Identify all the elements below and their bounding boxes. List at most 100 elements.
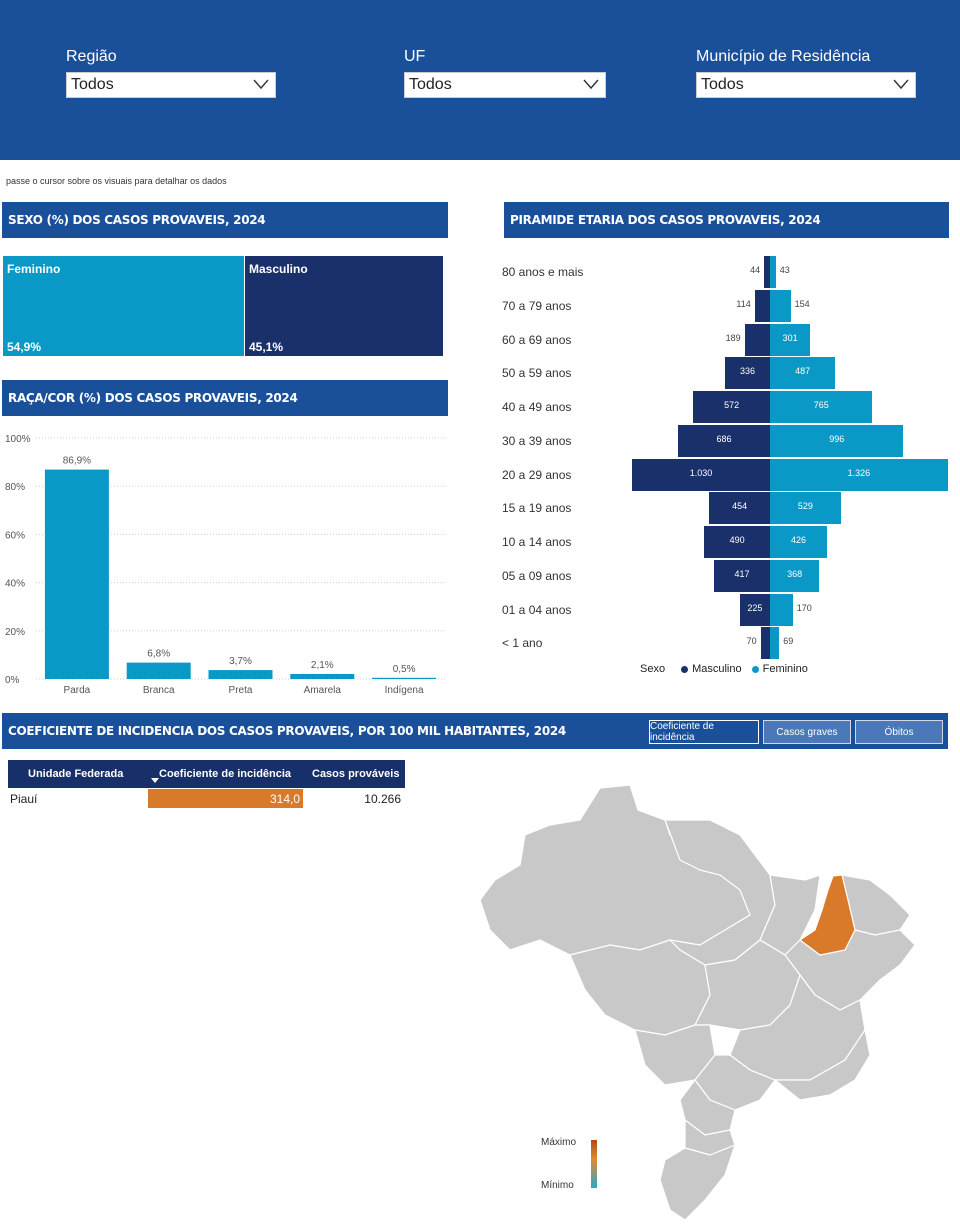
tab-casos-graves[interactable]: Casos graves [763, 720, 851, 744]
bar-masculino[interactable] [760, 627, 770, 660]
bar-value-label: 6,8% [147, 649, 170, 660]
bar-preta[interactable] [208, 670, 273, 679]
x-tick-label: Preta [229, 685, 253, 696]
col-uf[interactable]: Unidade Federada [28, 768, 124, 780]
uf-dropdown[interactable]: Todos [404, 72, 606, 98]
bar-feminino[interactable] [770, 559, 820, 592]
age-label: 40 a 49 anos [502, 400, 572, 414]
legend-masculino[interactable]: Masculino [692, 663, 742, 675]
age-label: 60 a 69 anos [502, 332, 572, 347]
bar-feminino[interactable] [770, 357, 836, 390]
brazil-map[interactable] [470, 780, 930, 1225]
age-label: 70 a 79 anos [502, 298, 572, 313]
pyramid-legend: Sexo Masculino Feminino [640, 663, 808, 675]
bar-masculino[interactable] [693, 391, 770, 423]
filter-uf: UF Todos [404, 48, 606, 98]
age-label: 30 a 39 anos [502, 433, 572, 448]
feminino-value-label: 154 [794, 298, 810, 309]
legend-max: Máximo [541, 1137, 577, 1148]
bar-parda[interactable] [44, 469, 109, 679]
bar-feminino[interactable] [770, 391, 873, 423]
tab-obitos[interactable]: Óbitos [855, 720, 943, 744]
age-label: 05 a 09 anos [502, 568, 572, 583]
bar-value-label: 2,1% [311, 660, 334, 671]
bar-masculino[interactable] [764, 256, 770, 288]
masculino-value-label: 189 [725, 332, 741, 343]
masculino-value-label: 114 [736, 298, 751, 309]
masculino-label: Masculino [249, 262, 308, 276]
municipio-dropdown[interactable]: Todos [696, 72, 916, 98]
masculino-value-label: 686 [716, 433, 732, 444]
bar-masculino[interactable] [709, 492, 770, 525]
feminino-pct: 54,9% [7, 340, 42, 354]
sort-desc-icon [151, 778, 159, 783]
feminino-dot [751, 665, 759, 673]
legend-title: Sexo [640, 663, 666, 675]
bar-masculino[interactable] [704, 526, 770, 558]
filter-regiao: Região Todos [66, 48, 276, 98]
bar-masculino[interactable] [724, 357, 770, 390]
bar-feminino[interactable] [770, 458, 948, 491]
bar-value-label: 3,7% [229, 656, 252, 667]
tab-coeficiente[interactable]: Coeficiente de incidência [649, 720, 759, 744]
feminino-value-label: 170 [796, 602, 812, 613]
bar-masculino[interactable] [739, 593, 770, 626]
bar-feminino[interactable] [770, 424, 904, 457]
feminino-value-label: 301 [782, 332, 798, 343]
bar-feminino[interactable] [770, 289, 791, 322]
bar-masculino[interactable] [744, 323, 770, 356]
legend-min: Mínimo [541, 1180, 574, 1191]
filter-municipio: Município de Residência Todos [696, 48, 916, 98]
coef-databar [148, 789, 303, 808]
feminino-value-label: 426 [791, 535, 807, 545]
chevron-down-icon [893, 79, 909, 90]
hover-hint: passe o cursor sobre os visuais para det… [6, 176, 227, 186]
age-label: 01 a 04 anos [502, 602, 572, 617]
bar-value-label: 0,5% [393, 664, 416, 675]
feminino-value-label: 69 [783, 636, 794, 647]
bar-feminino[interactable] [770, 323, 811, 356]
row-coef: 314,0 [269, 792, 300, 806]
bar-masculino[interactable] [754, 289, 770, 322]
y-tick-label: 20% [5, 627, 25, 638]
masculino-dot [681, 665, 689, 673]
regiao-dropdown[interactable]: Todos [66, 72, 276, 98]
table-header: Unidade Federada Coeficiente de incidênc… [8, 760, 405, 788]
masculino-value-label: 336 [739, 366, 755, 377]
bar-indígena[interactable] [372, 677, 437, 679]
map-state-rio-grande-sul [659, 1143, 736, 1221]
col-coef[interactable]: Coeficiente de incidência [159, 768, 292, 780]
age-label: 50 a 59 anos [502, 366, 572, 381]
masculino-value-label: 70 [746, 636, 757, 647]
treemap-masculino[interactable]: Masculino 45,1% [245, 256, 443, 356]
feminino-value-label: 368 [787, 568, 803, 579]
bar-branca[interactable] [126, 662, 191, 679]
bar-masculino[interactable] [714, 559, 770, 592]
y-tick-label: 100% [5, 434, 31, 445]
masculino-value-label: 490 [729, 535, 745, 545]
feminino-value-label: 529 [797, 501, 813, 512]
bar-feminino[interactable] [770, 627, 780, 660]
bar-feminino[interactable] [770, 526, 828, 558]
regiao-dropdown-value: Todos [71, 76, 114, 93]
legend-feminino[interactable]: Feminino [762, 663, 808, 675]
chevron-down-icon [583, 79, 599, 90]
bar-feminino[interactable] [770, 256, 776, 288]
bar-feminino[interactable] [770, 593, 793, 626]
map-state-rj-es [773, 1028, 871, 1101]
x-tick-label: Parda [64, 685, 91, 696]
bar-feminino[interactable] [770, 492, 841, 525]
piramide-title: PIRAMIDE ETARIA DOS CASOS PROVAVEIS, 202… [504, 202, 949, 238]
legend-gradient [591, 1140, 597, 1188]
col-casos[interactable]: Casos prováveis [312, 768, 400, 780]
filter-bar: Região Todos UF Todos Município de Resid… [0, 0, 960, 160]
x-tick-label: Amarela [304, 685, 342, 696]
filter-municipio-label: Município de Residência [696, 48, 871, 65]
masculino-value-label: 44 [750, 265, 761, 275]
bar-masculino[interactable] [632, 458, 770, 491]
bar-amarela[interactable] [290, 673, 355, 679]
bar-masculino[interactable] [678, 424, 770, 457]
masculino-value-label: 454 [732, 501, 748, 512]
feminino-label: Feminino [7, 262, 61, 276]
treemap-feminino[interactable]: Feminino 54,9% [3, 256, 244, 356]
